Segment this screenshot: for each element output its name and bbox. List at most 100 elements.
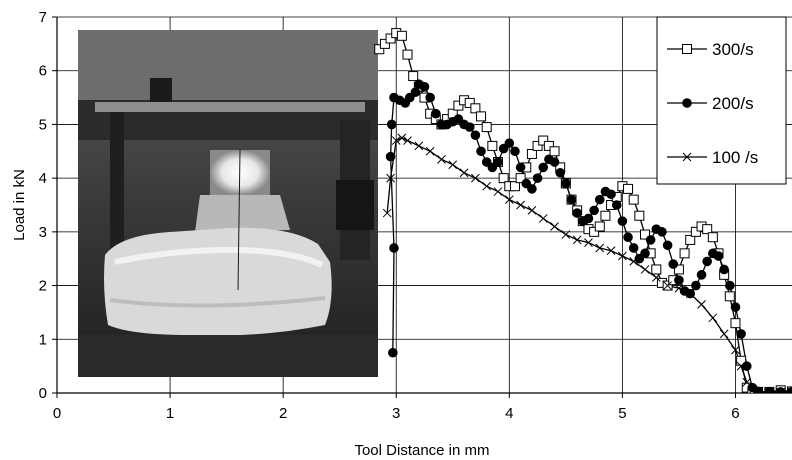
data-point-2: [787, 387, 792, 393]
legend-marker: [682, 44, 692, 54]
data-point-2: [397, 133, 407, 143]
inset-photo: [78, 30, 378, 377]
data-point-0: [464, 97, 475, 108]
data-point-0: [470, 103, 481, 114]
data-point-0: [589, 226, 600, 237]
legend-box: [656, 16, 787, 185]
y-axis-title: Load in kN: [11, 169, 28, 241]
data-point-1: [388, 347, 398, 358]
data-point-2: [403, 136, 412, 145]
x-tick-label: 6: [731, 405, 739, 422]
data-point-0: [640, 229, 650, 240]
legend-marker: [682, 152, 692, 162]
data-point-1: [386, 119, 397, 130]
y-tick-label: 0: [39, 385, 47, 402]
data-point-0: [724, 291, 735, 302]
data-point-1: [431, 108, 441, 119]
data-point-1: [589, 205, 599, 216]
data-point-0: [476, 111, 487, 122]
data-point-1: [702, 256, 712, 267]
data-point-2: [776, 387, 786, 393]
data-point-2: [708, 313, 718, 323]
data-point-2: [550, 222, 559, 231]
data-point-1: [515, 162, 526, 173]
data-point-0: [651, 264, 662, 275]
data-point-2: [595, 243, 605, 253]
data-point-2: [493, 187, 503, 196]
data-point-0: [702, 224, 713, 235]
data-point-2: [640, 265, 650, 274]
data-point-2: [437, 154, 446, 164]
x-tick-label: 2: [279, 405, 287, 422]
data-point-1: [713, 251, 724, 261]
data-point-0: [498, 173, 509, 184]
data-point-1: [419, 82, 430, 92]
data-point-1: [662, 240, 673, 251]
data-point-1: [572, 208, 582, 218]
data-point-2: [516, 200, 525, 210]
x-tick-label: 0: [53, 405, 61, 422]
data-point-1: [583, 213, 594, 224]
y-tick-label: 7: [39, 9, 47, 26]
data-point-1: [611, 200, 622, 210]
data-point-1: [668, 259, 679, 269]
x-tick-label: 1: [166, 405, 174, 422]
data-point-1: [470, 130, 481, 140]
data-point-0: [385, 33, 396, 44]
data-point-0: [408, 71, 419, 82]
x-tick-label: 5: [618, 405, 626, 422]
data-point-1: [645, 235, 656, 245]
y-tick-label: 6: [39, 63, 47, 80]
data-point-1: [532, 173, 543, 183]
data-point-0: [690, 226, 701, 237]
data-point-1: [741, 361, 752, 371]
data-point-1: [628, 243, 639, 253]
legend-label: 200/s: [712, 94, 754, 113]
data-point-0: [538, 135, 549, 146]
data-point-2: [719, 329, 729, 339]
data-point-0: [549, 146, 560, 157]
data-point-2: [697, 300, 706, 309]
data-point-0: [628, 194, 639, 205]
data-point-1: [594, 194, 605, 205]
data-point-1: [730, 302, 741, 312]
data-point-0: [634, 210, 645, 221]
series-markers: [374, 28, 792, 393]
data-point-2: [584, 238, 593, 247]
data-point-2: [742, 377, 752, 387]
data-point-2: [382, 208, 392, 218]
data-point-0: [396, 30, 407, 41]
data-point-2: [504, 195, 514, 204]
data-point-0: [600, 210, 611, 221]
data-point-1: [555, 167, 565, 178]
data-point-1: [617, 216, 628, 226]
data-point-2: [425, 146, 435, 156]
legend: 300/s 200/s 100 /s: [656, 16, 787, 185]
data-point-1: [725, 280, 735, 291]
x-tick-label: 3: [392, 405, 400, 422]
data-point-1: [410, 87, 421, 97]
data-point-0: [730, 318, 741, 329]
y-tick-label: 3: [39, 224, 47, 241]
x-axis-title: Tool Distance in mm: [354, 442, 489, 459]
data-point-0: [515, 173, 526, 184]
data-point-2: [629, 257, 639, 266]
data-point-0: [707, 232, 718, 243]
data-point-1: [674, 275, 684, 286]
data-point-0: [685, 234, 696, 245]
data-point-1: [623, 232, 633, 243]
data-point-0: [673, 264, 684, 275]
data-point-2: [736, 361, 746, 371]
x-tick-label: 4: [505, 405, 513, 422]
axes: [52, 16, 792, 398]
y-tick-label: 1: [39, 331, 47, 348]
data-point-0: [379, 38, 390, 49]
data-point-1: [425, 92, 435, 103]
data-point-1: [464, 122, 475, 132]
data-point-1: [764, 387, 775, 393]
data-point-0: [526, 148, 537, 159]
data-point-1: [527, 184, 537, 194]
data-point-2: [459, 168, 469, 178]
data-point-2: [561, 230, 571, 239]
data-point-2: [527, 206, 537, 215]
